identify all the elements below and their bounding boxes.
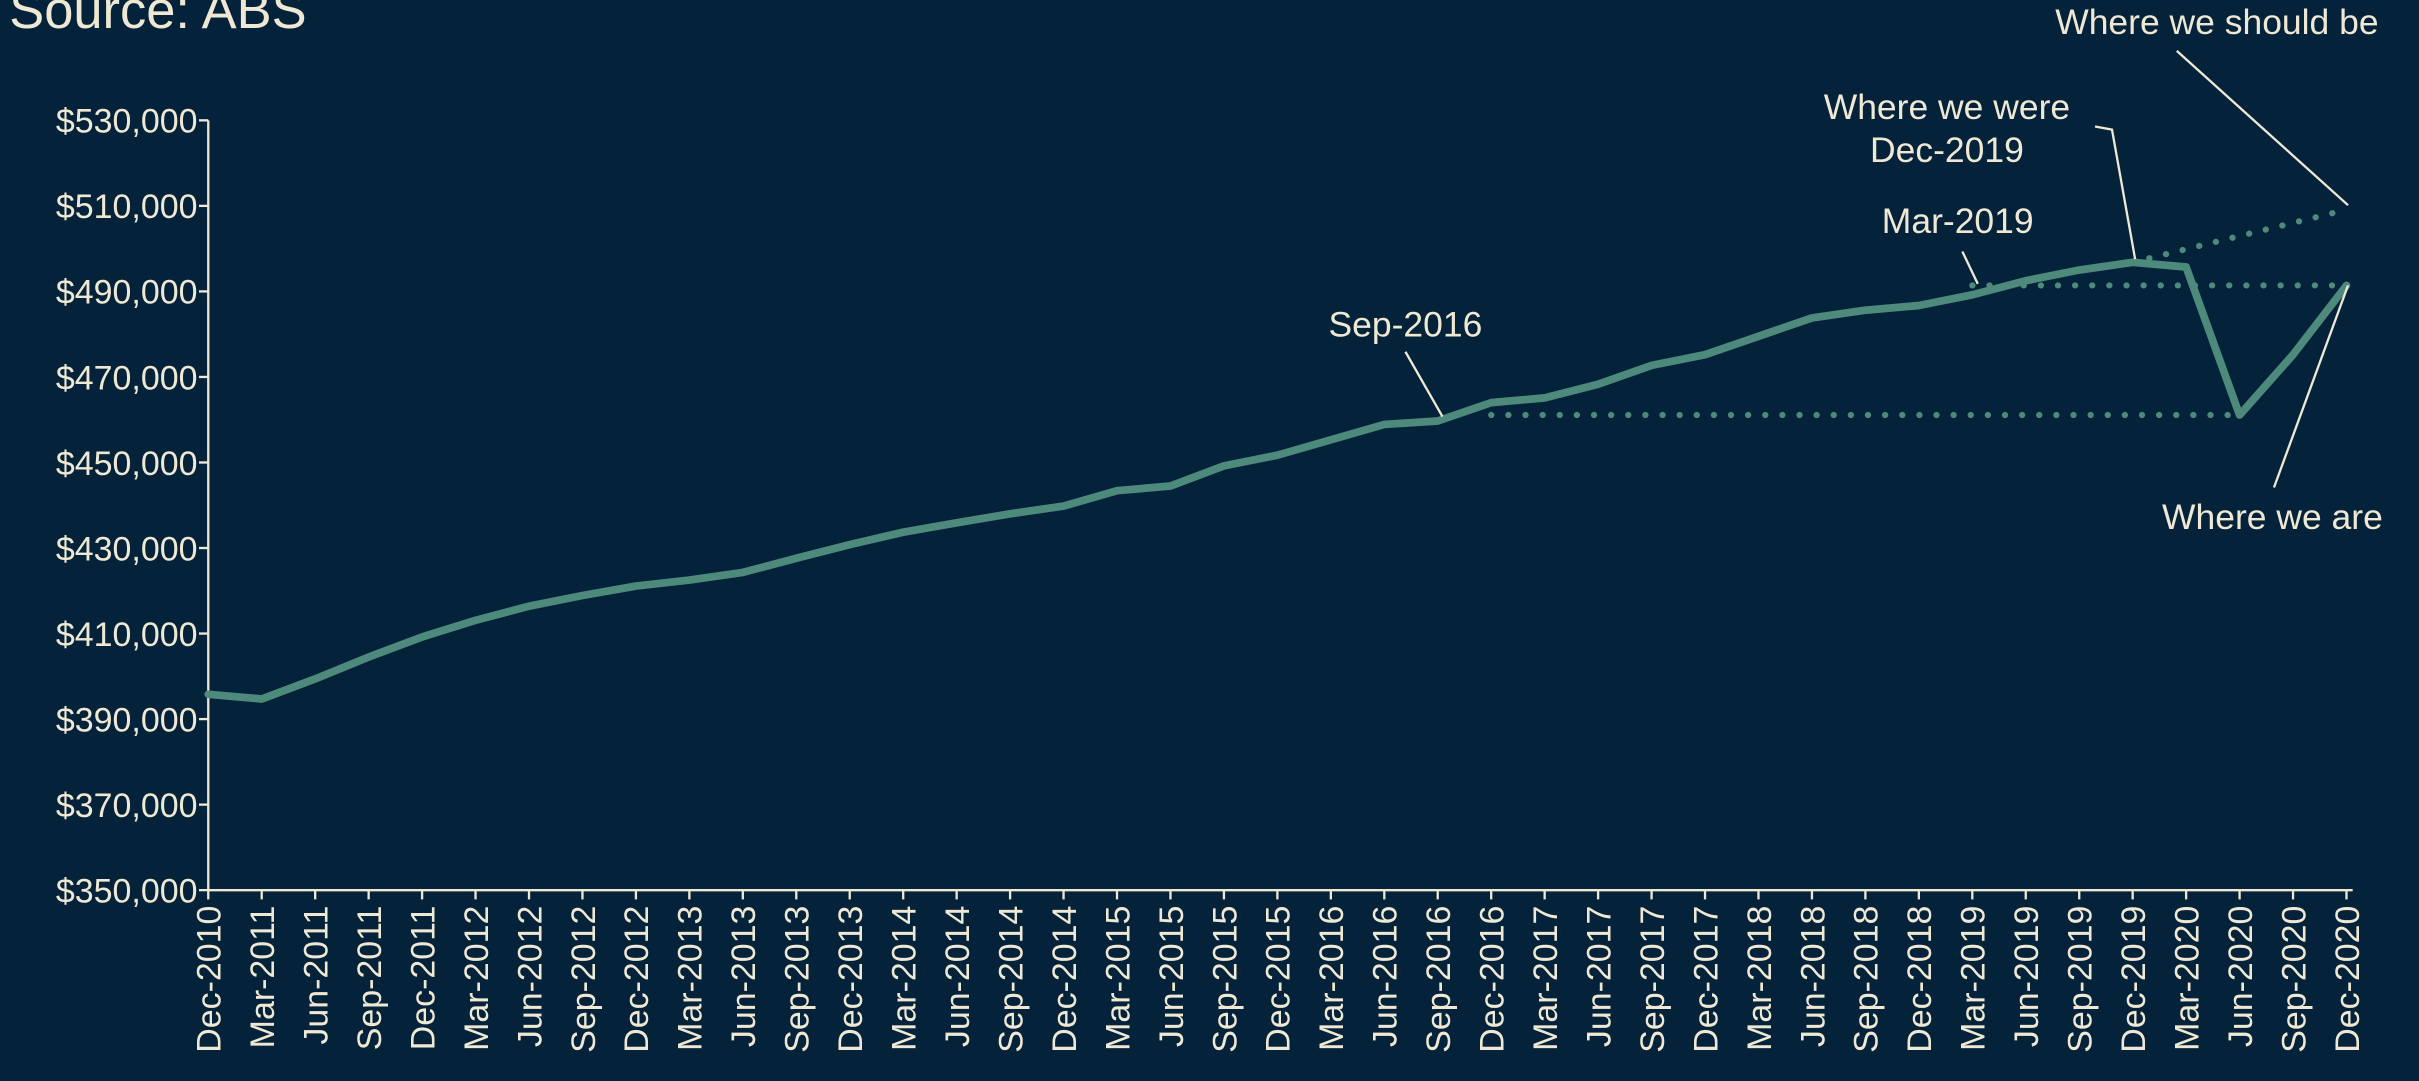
y-tick-label: $390,000 bbox=[56, 701, 198, 739]
x-tick-label: Mar-2012 bbox=[458, 906, 496, 1051]
y-tick-label: $530,000 bbox=[56, 103, 198, 141]
x-tick-label: Dec-2011 bbox=[404, 906, 442, 1051]
x-tick-label: Sep-2017 bbox=[1634, 906, 1672, 1053]
x-tick-label: Mar-2020 bbox=[2168, 906, 2206, 1051]
x-tick-label: Jun-2019 bbox=[2008, 906, 2046, 1048]
annotation-leader bbox=[2094, 125, 2137, 260]
annotation-leader bbox=[2176, 50, 2349, 207]
x-tick-label: Jun-2013 bbox=[725, 906, 763, 1048]
annotation: Sep-2016 bbox=[1329, 304, 1483, 344]
y-tick-label: $410,000 bbox=[56, 616, 198, 654]
x-tick-label: Jun-2015 bbox=[1153, 906, 1191, 1048]
dotted-line bbox=[2129, 206, 2350, 266]
x-tick-label: Jun-2014 bbox=[939, 906, 977, 1048]
x-tick-label: Sep-2015 bbox=[1206, 906, 1244, 1053]
annotation: Where we are bbox=[2162, 497, 2383, 537]
x-tick-label: Mar-2011 bbox=[244, 906, 282, 1049]
data-line bbox=[204, 258, 2351, 703]
x-tick-label: Dec-2020 bbox=[2329, 906, 2367, 1053]
x-tick-label: Sep-2018 bbox=[1848, 906, 1886, 1053]
annotation: Where we were bbox=[1824, 87, 2070, 127]
x-tick-label: Dec-2018 bbox=[1901, 906, 1939, 1053]
x-tick-label: Mar-2018 bbox=[1741, 906, 1779, 1051]
x-tick-label: Dec-2015 bbox=[1260, 906, 1298, 1053]
x-tick-label: Dec-2013 bbox=[832, 906, 870, 1053]
x-tick-label: Sep-2014 bbox=[992, 906, 1030, 1053]
x-tick-label: Sep-2019 bbox=[2062, 906, 2100, 1053]
x-tick-label: Jun-2020 bbox=[2222, 906, 2260, 1048]
x-tick-label: Mar-2015 bbox=[1099, 906, 1137, 1051]
x-tick-label: Dec-2012 bbox=[618, 906, 656, 1053]
annotation-leader bbox=[2272, 285, 2350, 488]
x-tick-label: Jun-2017 bbox=[1580, 906, 1618, 1048]
x-tick-label: Sep-2013 bbox=[779, 906, 817, 1053]
y-tick-label: $350,000 bbox=[56, 873, 198, 911]
x-tick-label: Dec-2019 bbox=[2115, 906, 2153, 1053]
x-tick-label: Mar-2014 bbox=[886, 906, 924, 1051]
annotation: Dec-2019 bbox=[1870, 130, 2024, 170]
x-tick-label: Mar-2019 bbox=[1955, 906, 1993, 1051]
x-tick-label: Sep-2011 bbox=[351, 906, 389, 1051]
y-tick-label: $470,000 bbox=[56, 359, 198, 397]
x-tick-label: Jun-2016 bbox=[1367, 906, 1405, 1048]
x-tick-label: Dec-2010 bbox=[191, 906, 229, 1053]
x-tick-label: Jun-2018 bbox=[1794, 906, 1832, 1048]
x-tick-label: Mar-2017 bbox=[1527, 906, 1565, 1051]
x-tick-label: Dec-2014 bbox=[1046, 906, 1084, 1053]
y-tick-label: $430,000 bbox=[56, 530, 198, 568]
x-tick-label: Sep-2016 bbox=[1420, 906, 1458, 1053]
annotation-leader bbox=[1961, 250, 1979, 285]
x-tick-label: Mar-2016 bbox=[1313, 906, 1351, 1051]
y-tick-label: $370,000 bbox=[56, 787, 198, 825]
y-tick-label: $450,000 bbox=[56, 445, 198, 483]
x-tick-label: Mar-2013 bbox=[672, 906, 710, 1051]
x-tick-label: Sep-2020 bbox=[2275, 906, 2313, 1053]
chart-title: Source: ABS bbox=[9, 0, 306, 40]
x-tick-label: Sep-2012 bbox=[565, 906, 603, 1053]
y-tick-label: $510,000 bbox=[56, 188, 198, 226]
x-tick-label: Dec-2016 bbox=[1474, 906, 1512, 1053]
x-tick-label: Jun-2011 bbox=[298, 906, 336, 1045]
annotation: Where we should be bbox=[2055, 2, 2378, 42]
annotation-leader bbox=[1404, 351, 1444, 418]
x-tick-label: Dec-2017 bbox=[1687, 906, 1725, 1053]
y-tick-label: $490,000 bbox=[56, 274, 198, 312]
x-tick-label: Jun-2012 bbox=[511, 906, 549, 1048]
annotation: Mar-2019 bbox=[1882, 201, 2034, 241]
